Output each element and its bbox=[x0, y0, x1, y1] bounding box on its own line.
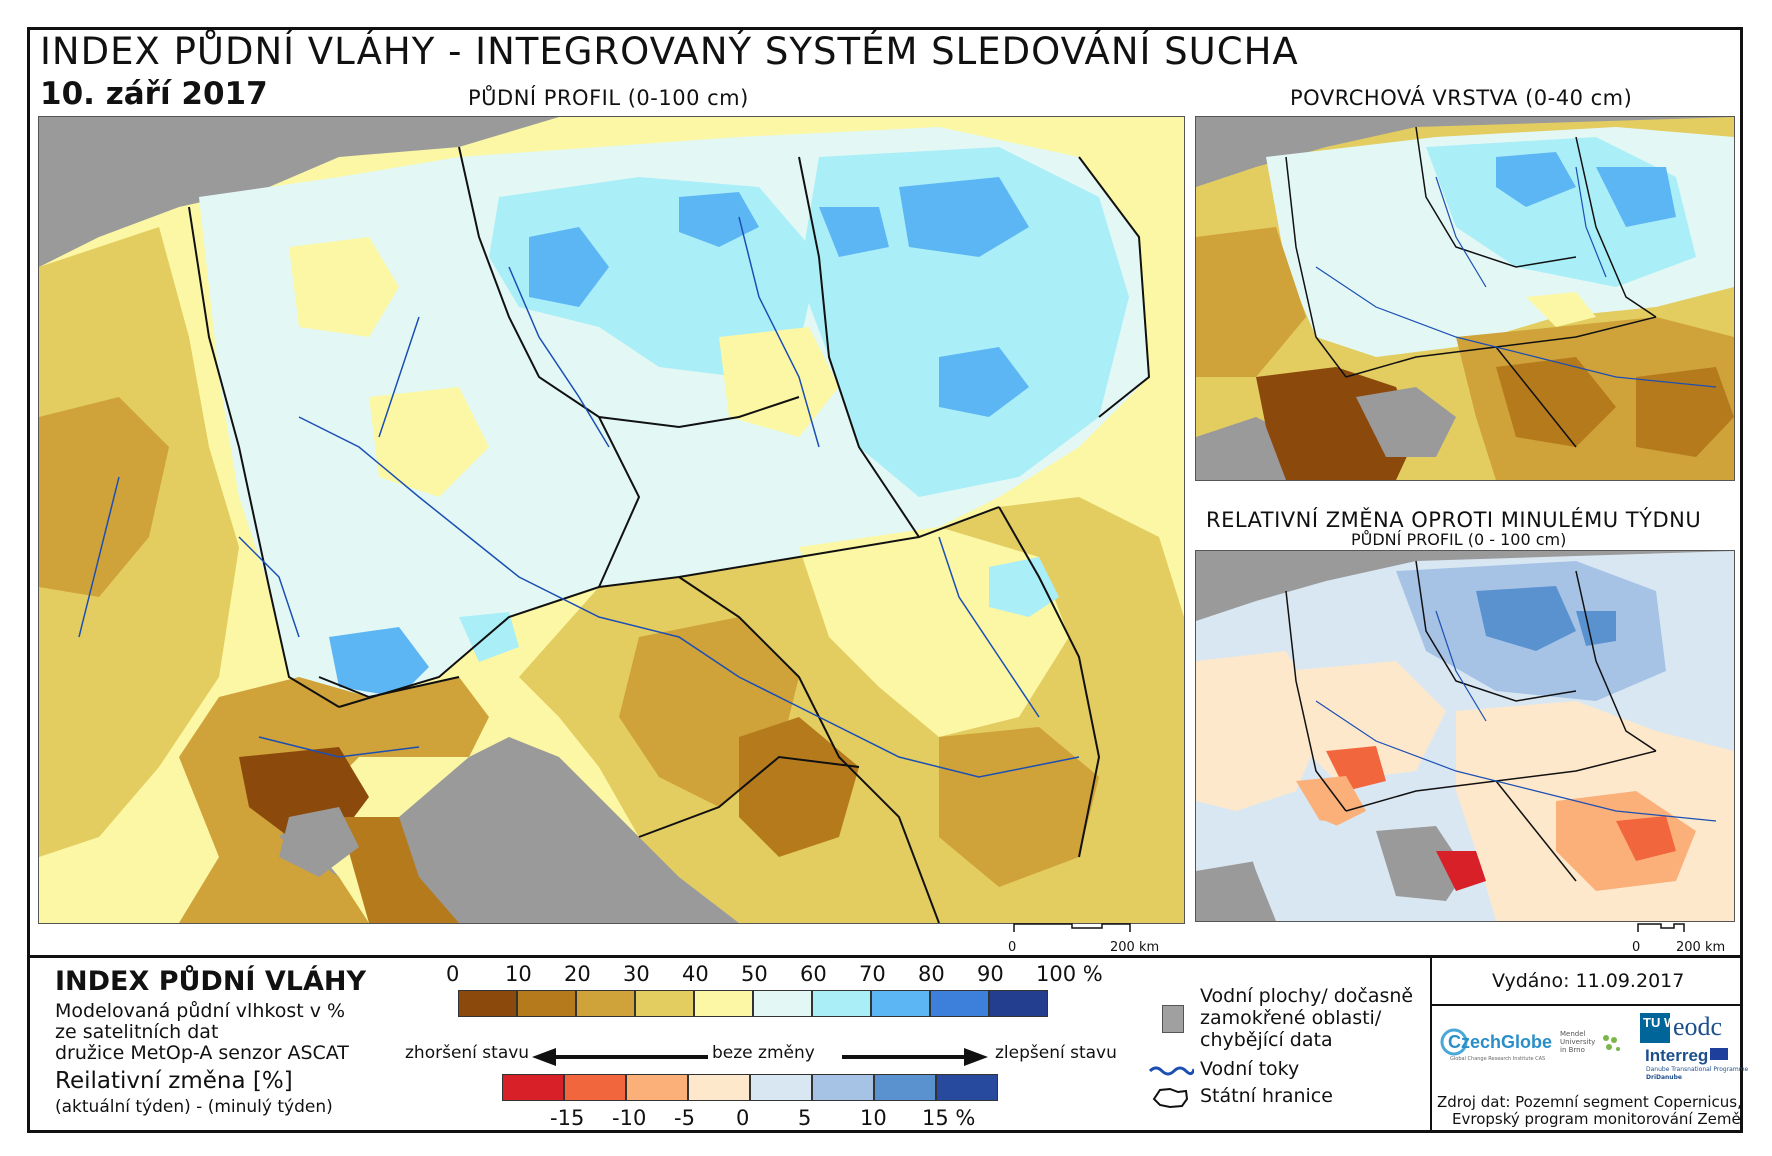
data-source-1: Zdroj dat: Pozemní segment Copernicus, bbox=[1437, 1093, 1742, 1111]
main-scale-zero: 0 bbox=[1008, 940, 1017, 955]
change-swatch bbox=[626, 1074, 688, 1101]
water-area-swatch bbox=[1162, 1005, 1184, 1033]
moisture-tick-label: 0 bbox=[446, 962, 460, 986]
legend-desc-1: Modelovaná půdní vlhkost v % bbox=[55, 1000, 346, 1022]
legend-divider-vertical bbox=[1430, 955, 1432, 1133]
change-swatch bbox=[750, 1074, 812, 1101]
moisture-swatch bbox=[812, 990, 871, 1017]
moisture-tick-label: 30 bbox=[623, 962, 650, 986]
change-swatch bbox=[502, 1074, 564, 1101]
map-date: 10. září 2017 bbox=[40, 76, 268, 112]
eodc-logo: eodc bbox=[1673, 1012, 1723, 1041]
moisture-swatch bbox=[576, 990, 635, 1017]
mendel-university-logo: Mendel University in Brno bbox=[1560, 1030, 1620, 1060]
river-line-icon bbox=[1148, 1066, 1194, 1076]
czechglobe-logo-text: CzechGlobe bbox=[1448, 1032, 1553, 1052]
legend-index-title: INDEX PŮDNÍ VLÁHY bbox=[55, 966, 367, 997]
interreg-logo: Interreg bbox=[1645, 1046, 1709, 1065]
legend-change-title: Reilativní změna [%] bbox=[55, 1068, 293, 1094]
moisture-swatch bbox=[517, 990, 576, 1017]
arrow-better-label: zlepšení stavu bbox=[995, 1043, 1117, 1063]
issued-date: Vydáno: 11.09.2017 bbox=[1492, 970, 1685, 992]
change-swatch bbox=[874, 1074, 936, 1101]
legend-divider-horizontal bbox=[1430, 1004, 1743, 1006]
change-tick-label: 5 bbox=[798, 1106, 812, 1130]
change-map-subtitle: PŮDNÍ PROFIL (0 - 100 cm) bbox=[1351, 530, 1567, 549]
tu-wien-logo-text: TU WIEN bbox=[1643, 1015, 1698, 1030]
arrow-worse-label: zhoršení stavu bbox=[405, 1043, 530, 1063]
legend-change-desc: (aktuální týden) - (minulý týden) bbox=[55, 1097, 333, 1117]
interreg-sub-2: DriDanube bbox=[1646, 1074, 1682, 1081]
adriatic-sea bbox=[399, 737, 739, 923]
water-label-1: Vodní plochy/ dočasně bbox=[1200, 985, 1414, 1007]
change-tick-label: -5 bbox=[674, 1106, 695, 1130]
arrow-none-label: beze změny bbox=[712, 1043, 815, 1063]
legend-panel bbox=[27, 955, 1743, 1133]
moisture-swatch bbox=[694, 990, 753, 1017]
relative-change-map bbox=[1195, 550, 1735, 922]
right-arrow-icon bbox=[842, 1048, 988, 1066]
change-swatch bbox=[688, 1074, 750, 1101]
italy-zone bbox=[179, 677, 489, 923]
moisture-tick-label: 100 % bbox=[1036, 962, 1103, 986]
data-source-2: Evropský program monitorování Země bbox=[1452, 1110, 1741, 1128]
borders-label: Státní hranice bbox=[1200, 1085, 1333, 1107]
change-swatch bbox=[564, 1074, 626, 1101]
czechglobe-logo-sub: Global Change Research Institute CAS bbox=[1450, 1056, 1546, 1062]
change-tick-label: 0 bbox=[736, 1106, 750, 1130]
tu-wien-logo: TU WIEN bbox=[1640, 1013, 1698, 1043]
legend-desc-3: družice MetOp-A senzor ASCAT bbox=[55, 1042, 349, 1064]
page-title: INDEX PŮDNÍ VLÁHY - INTEGROVANÝ SYSTÉM S… bbox=[40, 30, 1299, 73]
main-soil-moisture-map bbox=[38, 116, 1185, 924]
mendel-logo-text: Mendel University in Brno bbox=[1560, 1030, 1596, 1054]
surface-map-title: POVRCHOVÁ VRSTVA (0-40 cm) bbox=[1290, 86, 1633, 110]
moisture-tick-label: 60 bbox=[800, 962, 827, 986]
eu-flag-icon bbox=[1710, 1048, 1728, 1060]
change-map-title: RELATIVNÍ ZMĚNA OPROTI MINULÉMU TÝDNU bbox=[1206, 508, 1702, 532]
moisture-tick-label: 10 bbox=[505, 962, 532, 986]
moisture-tick-label: 20 bbox=[564, 962, 591, 986]
moisture-tick-label: 50 bbox=[741, 962, 768, 986]
moisture-tick-label: 80 bbox=[918, 962, 945, 986]
interreg-sub-1: Danube Transnational Programme bbox=[1646, 1066, 1749, 1073]
moisture-swatch bbox=[635, 990, 694, 1017]
moisture-swatch bbox=[458, 990, 517, 1017]
rivers-label: Vodní toky bbox=[1200, 1058, 1300, 1080]
main-map-title: PŮDNÍ PROFIL (0-100 cm) bbox=[468, 86, 749, 110]
change-swatch bbox=[936, 1074, 998, 1101]
moisture-swatch bbox=[989, 990, 1048, 1017]
surface-layer-map bbox=[1195, 116, 1735, 481]
change-scale-zero: 0 bbox=[1632, 940, 1641, 955]
moisture-swatch bbox=[753, 990, 812, 1017]
water-label-3: chybějící data bbox=[1200, 1029, 1333, 1051]
change-tick-label: -15 bbox=[550, 1106, 585, 1130]
change-swatch bbox=[812, 1074, 874, 1101]
moisture-tick-label: 40 bbox=[682, 962, 709, 986]
moisture-tick-label: 70 bbox=[859, 962, 886, 986]
legend-desc-2: ze satelitních dat bbox=[55, 1021, 219, 1043]
main-scale-distance: 200 km bbox=[1110, 940, 1160, 955]
moisture-tick-label: 90 bbox=[977, 962, 1004, 986]
moisture-swatch bbox=[930, 990, 989, 1017]
change-tick-label: -10 bbox=[612, 1106, 647, 1130]
czechglobe-logo: CzechGlobe Global Change Research Instit… bbox=[1440, 1020, 1580, 1070]
change-scale-distance: 200 km bbox=[1676, 940, 1726, 955]
change-tick-label: 15 % bbox=[922, 1106, 976, 1130]
left-arrow-icon bbox=[532, 1048, 708, 1066]
water-label-2: zamokřené oblasti/ bbox=[1200, 1007, 1382, 1029]
moisture-swatch bbox=[871, 990, 930, 1017]
border-outline-icon bbox=[1152, 1087, 1189, 1109]
change-tick-label: 10 bbox=[860, 1106, 887, 1130]
